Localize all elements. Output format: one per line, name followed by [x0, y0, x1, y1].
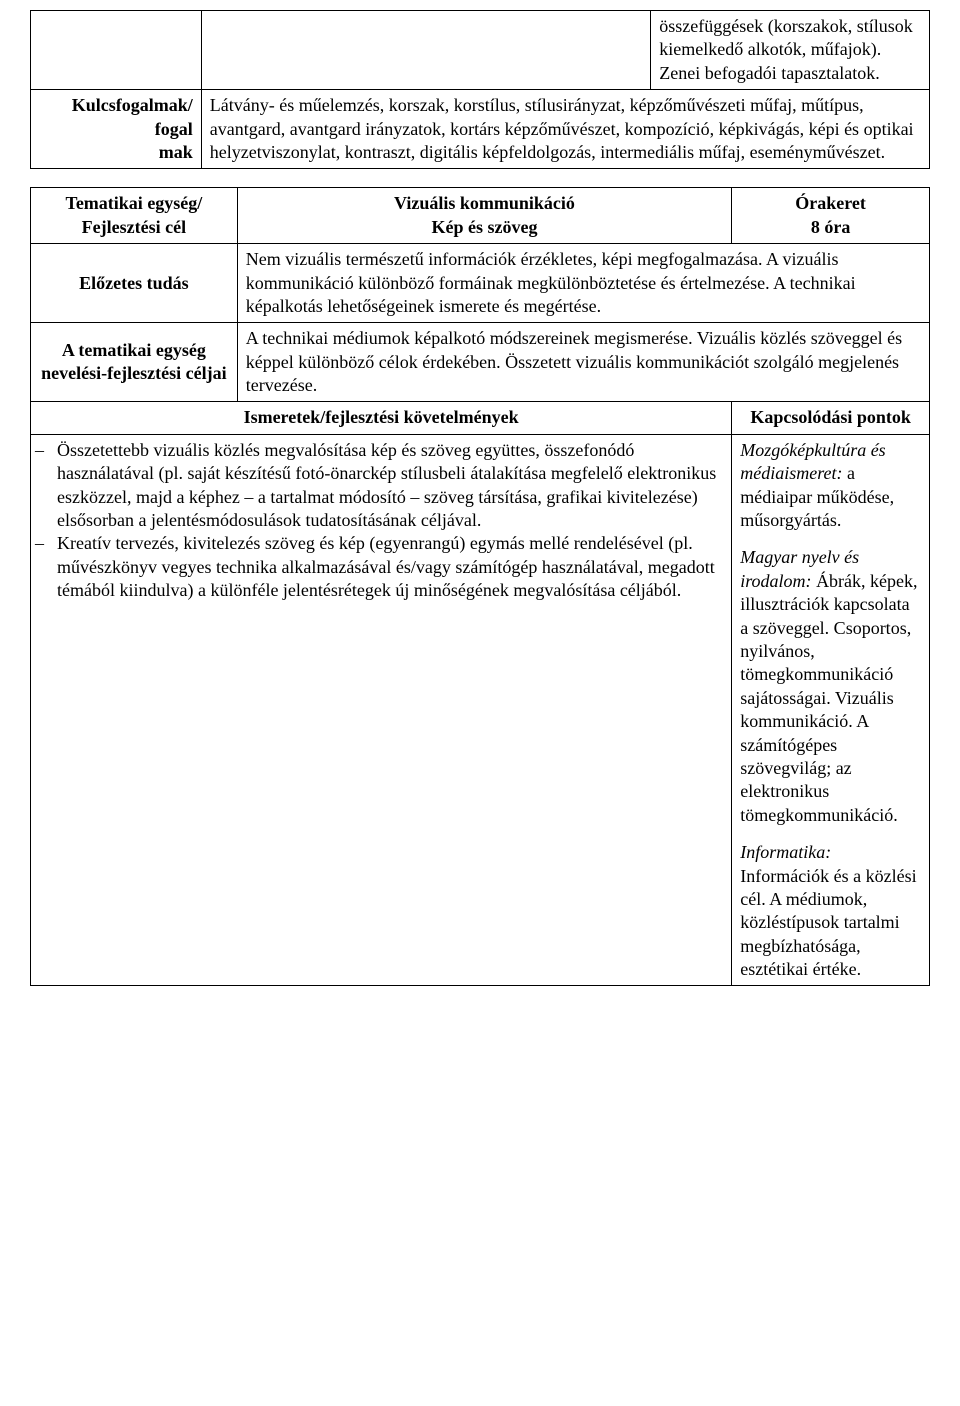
kulcsfogalmak-label: Kulcsfogalmak/ fogal mak	[72, 95, 193, 162]
kapcsolodasi-p3-italic: Informatika:	[740, 842, 831, 862]
kulcsfogalmak-content-cell: Látvány- és műelemzés, korszak, korstílu…	[201, 90, 929, 169]
nevelesi-celjai-label: A tematikai egység nevelési-fejlesztési …	[31, 323, 238, 402]
kapcsolodasi-content-cell: Mozgóképkultúra és médiaismeret: a média…	[732, 434, 930, 986]
elozetes-tudas-label: Előzetes tudás	[31, 244, 238, 323]
kapcsolodasi-p2: Magyar nyelv és irodalom: Ábrák, képek, …	[740, 546, 921, 827]
table-kulcsfogalmak: összefüggések (korszakok, stílusok kieme…	[30, 10, 930, 169]
kapcsolodasi-p3-rest: Információk és a közlési cél. A médiumok…	[740, 866, 916, 980]
kulcsfogalmak-content: Látvány- és műelemzés, korszak, korstílu…	[210, 95, 914, 162]
kapcsolodasi-header: Kapcsolódási pontok	[732, 402, 930, 434]
list-item-text-1: Összetettebb vizuális közlés megvalósítá…	[57, 440, 716, 530]
list-item: Kreatív tervezés, kivitelezés szöveg és …	[35, 532, 723, 602]
tematikai-egyseg-header: Tematikai egység/ Fejlesztési cél	[31, 188, 238, 244]
orakeret-text-a: Órakeret	[795, 193, 866, 213]
ismeretek-list: Összetettebb vizuális közlés megvalósítá…	[35, 439, 723, 603]
nevelesi-celjai-text: A tematikai egység nevelési-fejlesztési …	[41, 340, 226, 383]
top-right-text: összefüggések (korszakok, stílusok kieme…	[659, 16, 912, 83]
nevelesi-celjai-content-cell: A technikai médiumok képalkotó módszerei…	[237, 323, 929, 402]
kapcsolodasi-p1-italic: Mozgóképkultúra és médiaismeret:	[740, 440, 885, 483]
elozetes-tudas-text: Előzetes tudás	[79, 273, 189, 293]
kapcsolodasi-p3: Informatika: Információk és a közlési cé…	[740, 841, 921, 981]
empty-cell	[31, 11, 202, 90]
kapcsolodasi-p1: Mozgóképkultúra és médiaismeret: a média…	[740, 439, 921, 533]
kapcsolodasi-text: Kapcsolódási pontok	[750, 407, 911, 427]
list-item-text-2: Kreatív tervezés, kivitelezés szöveg és …	[57, 533, 715, 600]
vizualis-kommunikacio-text-a: Vizuális kommunikáció	[394, 193, 575, 213]
top-right-cell: összefüggések (korszakok, stílusok kieme…	[651, 11, 930, 90]
middle-empty-cell	[201, 11, 651, 90]
ismeretek-header: Ismeretek/fejlesztési követelmények	[31, 402, 732, 434]
elozetes-tudas-content: Nem vizuális természetű információk érzé…	[246, 249, 856, 316]
nevelesi-celjai-content: A technikai médiumok képalkotó módszerei…	[246, 328, 902, 395]
orakeret-text-b: 8 óra	[811, 217, 851, 237]
elozetes-tudas-content-cell: Nem vizuális természetű információk érzé…	[237, 244, 929, 323]
table-vizualis-kommunikacio: Tematikai egység/ Fejlesztési cél Vizuál…	[30, 187, 930, 986]
vizualis-kommunikacio-header: Vizuális kommunikáció Kép és szöveg	[237, 188, 731, 244]
kapcsolodasi-p2-rest: Ábrák, képek, illusztrációk kapcsolata a…	[740, 571, 917, 825]
ismeretek-content-cell: Összetettebb vizuális közlés megvalósítá…	[31, 434, 732, 986]
list-item: Összetettebb vizuális közlés megvalósítá…	[35, 439, 723, 533]
ismeretek-text: Ismeretek/fejlesztési követelmények	[244, 407, 519, 427]
vizualis-kommunikacio-text-b: Kép és szöveg	[432, 217, 538, 237]
orakeret-header: Órakeret 8 óra	[732, 188, 930, 244]
tematikai-egyseg-text: Tematikai egység/ Fejlesztési cél	[65, 193, 202, 236]
kulcsfogalmak-label-cell: Kulcsfogalmak/ fogal mak	[31, 90, 202, 169]
